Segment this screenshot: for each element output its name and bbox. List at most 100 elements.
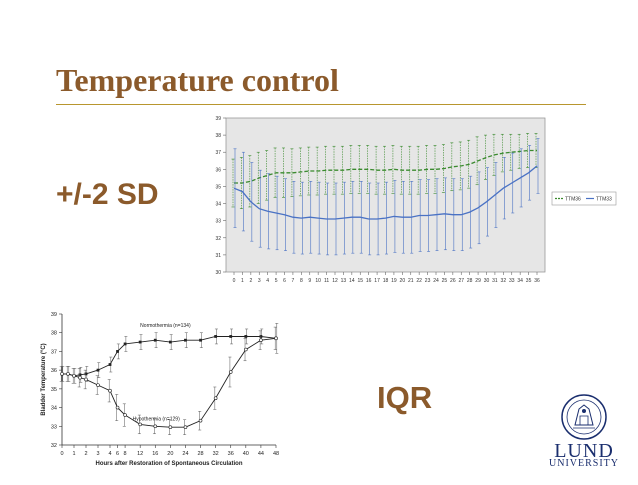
x-tick-label: 21 bbox=[408, 278, 414, 284]
y-tick-label: 39 bbox=[51, 312, 57, 318]
x-tick-label: 16 bbox=[152, 451, 158, 457]
x-tick-label: 10 bbox=[315, 278, 321, 284]
logo-name: LUND bbox=[554, 440, 614, 462]
hypothermia-point bbox=[123, 413, 127, 417]
slide-title: Temperature control bbox=[56, 62, 339, 98]
y-tick-label: 37 bbox=[51, 349, 57, 355]
x-tick-label: 17 bbox=[374, 278, 380, 284]
normothermia-point bbox=[138, 340, 142, 344]
legend: TTM36 TTM33 bbox=[551, 191, 617, 206]
y-tick-label: 38 bbox=[51, 331, 57, 337]
y-tick-label: 37 bbox=[215, 150, 221, 156]
normothermia-point bbox=[199, 338, 202, 342]
x-tick-label: 14 bbox=[349, 278, 355, 284]
legend-label-ttm33: TTM33 bbox=[596, 197, 612, 203]
hypothermia-point bbox=[84, 377, 88, 382]
normothermia-point bbox=[123, 342, 127, 346]
normothermia-point bbox=[153, 338, 157, 342]
normothermia-point bbox=[259, 335, 263, 338]
ttm33-line bbox=[233, 165, 538, 220]
hypothermia-point bbox=[66, 372, 70, 376]
x-tick-label: 11 bbox=[324, 278, 329, 284]
normothermia-label: Normothermia (n=134) bbox=[140, 323, 191, 329]
x-tick-label: 36 bbox=[534, 278, 540, 284]
lund-seal-icon bbox=[561, 394, 607, 440]
normothermia-point bbox=[229, 335, 233, 338]
x-tick-label: 4 bbox=[108, 451, 111, 457]
x-tick-label: 0 bbox=[233, 278, 236, 284]
x-tick-label: 32 bbox=[213, 451, 219, 457]
x-tick-label: 3 bbox=[96, 451, 99, 457]
hypothermia-point bbox=[72, 373, 76, 378]
hypothermia-point bbox=[60, 372, 64, 376]
x-tick-label: 23 bbox=[425, 278, 431, 284]
y-tick-label: 35 bbox=[51, 387, 57, 393]
x-tick-label: 31 bbox=[492, 278, 498, 284]
x-tick-label: 8 bbox=[300, 278, 303, 284]
x-tick-label: 1 bbox=[72, 451, 75, 457]
y-tick-label: 34 bbox=[51, 406, 57, 412]
x-tick-label: 6 bbox=[283, 278, 286, 284]
y-tick-label: 32 bbox=[51, 443, 57, 449]
iqr-label: IQR bbox=[377, 380, 433, 415]
y-tick-label: 33 bbox=[51, 424, 57, 430]
normothermia-point bbox=[116, 350, 119, 353]
x-tick-label: 40 bbox=[243, 451, 249, 457]
x-axis-label: Hours after Restoration of Spontaneous C… bbox=[95, 461, 242, 467]
x-tick-label: 4 bbox=[266, 278, 269, 284]
x-tick-label: 19 bbox=[391, 278, 397, 284]
x-tick-label: 3 bbox=[258, 278, 261, 284]
hypothermia-point bbox=[274, 336, 278, 341]
x-tick-label: 48 bbox=[273, 451, 279, 457]
x-tick-label: 24 bbox=[182, 451, 188, 457]
x-tick-label: 6 bbox=[116, 451, 119, 457]
hypothermia-point bbox=[153, 424, 158, 429]
x-tick-label: 16 bbox=[366, 278, 372, 284]
hypothermia-point bbox=[115, 405, 120, 410]
x-tick-label: 32 bbox=[501, 278, 507, 284]
hypothermia-point bbox=[259, 338, 263, 343]
hypothermia-point bbox=[138, 422, 142, 427]
x-tick-label: 34 bbox=[517, 278, 523, 284]
y-tick-label: 36 bbox=[51, 368, 57, 374]
hypothermia-point bbox=[183, 425, 188, 430]
y-tick-label: 33 bbox=[215, 219, 221, 225]
ttm36-line bbox=[234, 149, 537, 184]
x-tick-label: 13 bbox=[341, 278, 347, 284]
x-tick-label: 8 bbox=[124, 451, 127, 457]
plot-area bbox=[225, 117, 546, 273]
x-tick-label: 1 bbox=[241, 278, 244, 284]
x-tick-label: 35 bbox=[526, 278, 532, 284]
x-tick-label: 28 bbox=[467, 278, 473, 284]
y-tick-label: 39 bbox=[215, 116, 221, 122]
normothermia-point bbox=[96, 368, 100, 372]
logo-subtitle: UNIVERSITY bbox=[549, 458, 619, 469]
x-tick-label: 9 bbox=[308, 278, 311, 284]
y-tick-label: 35 bbox=[215, 184, 221, 190]
hypothermia-point bbox=[213, 396, 218, 401]
x-tick-label: 7 bbox=[292, 278, 295, 284]
x-tick-label: 12 bbox=[137, 451, 143, 457]
normothermia-point bbox=[168, 340, 172, 344]
x-tick-label: 20 bbox=[400, 278, 406, 284]
y-axis-label: Bladder Temperature (°C) bbox=[41, 343, 47, 415]
x-tick-label: 28 bbox=[197, 451, 203, 457]
x-tick-label: 15 bbox=[357, 278, 363, 284]
normothermia-point bbox=[244, 335, 248, 338]
normothermia-point bbox=[78, 373, 82, 377]
normothermia-point bbox=[108, 363, 112, 366]
hypothermia-point bbox=[78, 375, 82, 380]
hypothermia-line bbox=[62, 337, 277, 428]
hypothermia-label: Hypothermia (n=129) bbox=[133, 417, 180, 423]
x-tick-label: 24 bbox=[433, 278, 439, 284]
x-tick-label: 18 bbox=[383, 278, 389, 284]
hypothermia-point bbox=[198, 418, 203, 423]
x-tick-label: 36 bbox=[228, 451, 234, 457]
x-tick-label: 29 bbox=[475, 278, 481, 284]
y-tick-label: 38 bbox=[215, 133, 221, 139]
x-tick-label: 44 bbox=[258, 451, 264, 457]
x-tick-label: 27 bbox=[458, 278, 464, 284]
hypothermia-point bbox=[168, 425, 173, 430]
